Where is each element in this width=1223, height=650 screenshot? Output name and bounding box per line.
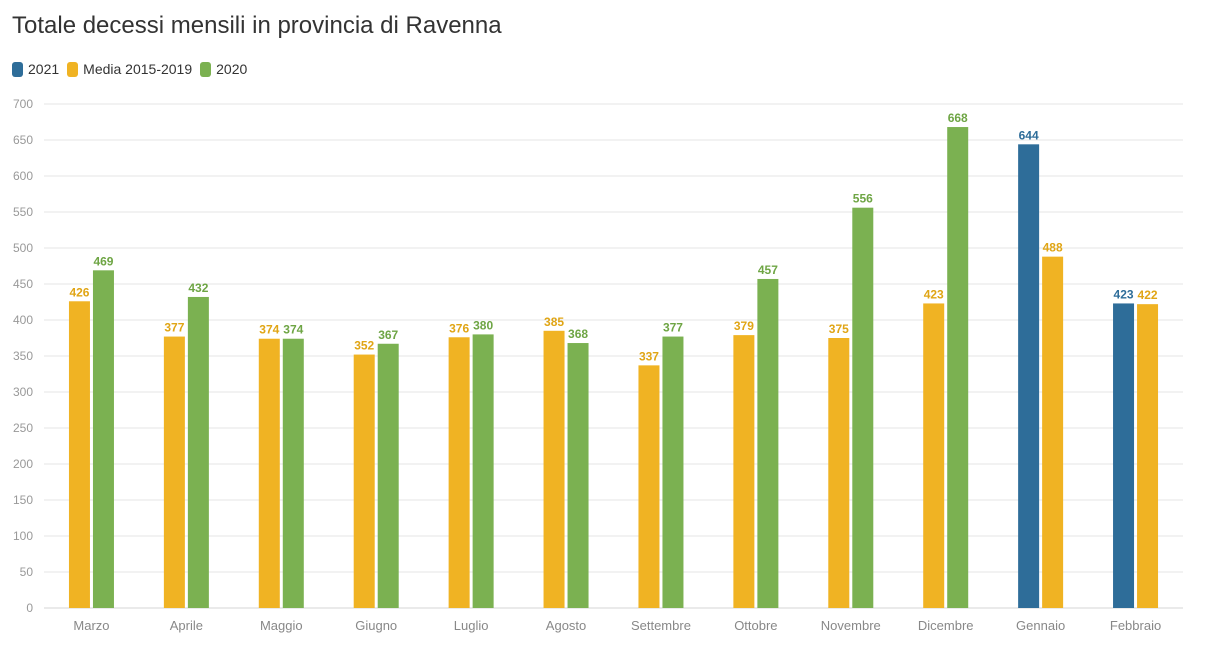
legend-swatch-2021 — [12, 61, 23, 77]
legend-item-2020[interactable]: 2020 — [200, 61, 247, 77]
data-label: 488 — [1043, 241, 1063, 255]
data-label: 432 — [188, 281, 208, 295]
data-label: 377 — [164, 321, 184, 335]
x-tick-label: Gennaio — [1016, 618, 1065, 633]
legend-item-2021[interactable]: 2021 — [12, 61, 59, 77]
bar[interactable] — [472, 334, 494, 608]
data-label: 556 — [853, 192, 873, 206]
bar[interactable] — [353, 354, 375, 608]
y-tick-label: 50 — [20, 565, 34, 579]
data-label: 377 — [663, 321, 683, 335]
y-tick-label: 600 — [13, 169, 33, 183]
data-label: 337 — [639, 349, 659, 363]
bar[interactable] — [638, 365, 660, 608]
bar[interactable] — [923, 303, 945, 608]
data-label: 422 — [1138, 288, 1158, 302]
legend-swatch-media — [67, 61, 79, 77]
data-label: 469 — [93, 254, 113, 268]
y-tick-label: 100 — [13, 529, 33, 543]
legend-label-2020: 2020 — [216, 61, 248, 77]
x-tick-label: Novembre — [821, 618, 881, 633]
y-tick-label: 250 — [13, 421, 33, 435]
bar[interactable] — [733, 335, 755, 608]
data-label: 423 — [924, 287, 944, 301]
bar[interactable] — [543, 330, 565, 608]
data-label: 376 — [449, 321, 469, 335]
bar[interactable] — [828, 338, 850, 608]
bar[interactable] — [757, 278, 779, 608]
data-label: 374 — [283, 323, 303, 337]
data-label: 423 — [1114, 287, 1134, 301]
bar[interactable] — [377, 343, 399, 608]
y-tick-label: 0 — [26, 601, 33, 615]
y-tick-label: 550 — [13, 205, 33, 219]
y-tick-label: 450 — [13, 277, 33, 291]
data-label: 380 — [473, 318, 493, 332]
bar[interactable] — [68, 301, 90, 608]
bar[interactable] — [852, 207, 874, 608]
x-tick-label: Giugno — [355, 618, 397, 633]
bar[interactable] — [947, 127, 969, 608]
bar[interactable] — [662, 336, 684, 608]
x-tick-label: Dicembre — [918, 618, 974, 633]
bar[interactable] — [163, 336, 185, 608]
legend-swatch-2020 — [200, 61, 212, 77]
x-tick-label: Aprile — [170, 618, 203, 633]
y-tick-label: 150 — [13, 493, 33, 507]
chart-legend: 2021 Media 2015-2019 2020 — [12, 61, 255, 77]
bar[interactable] — [1113, 303, 1135, 608]
data-label: 352 — [354, 339, 374, 353]
bar[interactable] — [1018, 144, 1040, 608]
x-tick-label: Agosto — [546, 618, 586, 633]
x-tick-label: Luglio — [454, 618, 489, 633]
y-tick-label: 500 — [13, 241, 33, 255]
x-tick-label: Settembre — [631, 618, 691, 633]
data-label: 644 — [1019, 128, 1039, 142]
bar[interactable] — [567, 343, 589, 608]
bar[interactable] — [1137, 304, 1159, 608]
bar[interactable] — [258, 338, 280, 608]
x-tick-label: Marzo — [73, 618, 109, 633]
legend-label-2021: 2021 — [28, 61, 60, 77]
bar[interactable] — [187, 296, 209, 608]
data-label: 385 — [544, 315, 564, 329]
y-tick-label: 350 — [13, 349, 33, 363]
y-tick-label: 400 — [13, 313, 33, 327]
bar[interactable] — [448, 337, 470, 608]
legend-label-media: Media 2015-2019 — [83, 61, 193, 77]
x-tick-label: Febbraio — [1110, 618, 1161, 633]
data-label: 457 — [758, 263, 778, 277]
x-tick-label: Ottobre — [734, 618, 777, 633]
y-tick-label: 700 — [13, 97, 33, 111]
data-label: 379 — [734, 319, 754, 333]
bar[interactable] — [282, 338, 304, 608]
data-label: 668 — [948, 111, 968, 125]
y-tick-label: 300 — [13, 385, 33, 399]
bar[interactable] — [1042, 256, 1064, 608]
data-label: 368 — [568, 327, 588, 341]
y-tick-label: 200 — [13, 457, 33, 471]
chart-title: Totale decessi mensili in provincia di R… — [12, 12, 502, 39]
x-tick-label: Maggio — [260, 618, 303, 633]
data-label: 426 — [69, 285, 89, 299]
legend-item-media[interactable]: Media 2015-2019 — [67, 61, 192, 77]
data-label: 367 — [378, 328, 398, 342]
y-tick-label: 650 — [13, 133, 33, 147]
bar[interactable] — [92, 270, 114, 608]
data-label: 374 — [259, 323, 279, 337]
data-label: 375 — [829, 322, 849, 336]
